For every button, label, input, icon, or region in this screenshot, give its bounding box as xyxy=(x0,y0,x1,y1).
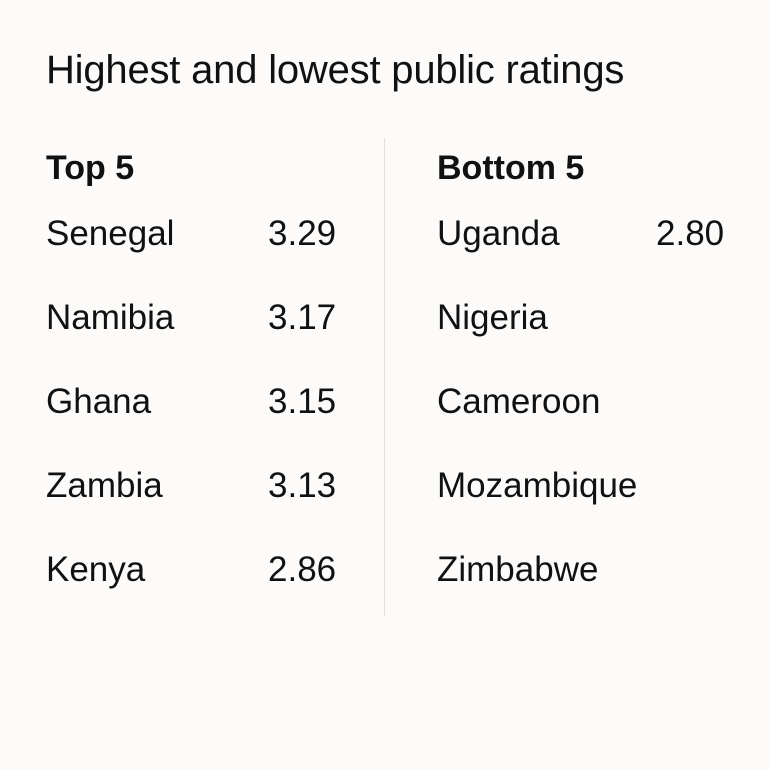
list-item: Cameroon xyxy=(437,382,757,482)
country-name: Namibia xyxy=(46,298,175,337)
list-item: Zambia 3.13 xyxy=(46,466,366,566)
page-title: Highest and lowest public ratings xyxy=(46,48,625,92)
top-5-header: Top 5 xyxy=(46,149,135,187)
list-item: Namibia 3.17 xyxy=(46,298,366,398)
rating-value: 3.29 xyxy=(268,214,337,253)
country-name: Senegal xyxy=(46,214,175,253)
list-item: Uganda 2.80 xyxy=(437,214,757,314)
rating-value: 2.80 xyxy=(656,214,725,253)
list-item: Zimbabwe xyxy=(437,550,757,650)
list-item: Kenya 2.86 xyxy=(46,550,366,650)
rating-value: 3.17 xyxy=(268,298,337,337)
list-item: Nigeria xyxy=(437,298,757,398)
country-name: Zambia xyxy=(46,466,163,505)
bottom-5-column: Bottom 5 Uganda 2.80 Nigeria Cameroon Mo… xyxy=(437,146,757,650)
country-name: Mozambique xyxy=(437,466,638,505)
country-name: Nigeria xyxy=(437,298,548,337)
country-name: Zimbabwe xyxy=(437,550,599,589)
top-5-column: Top 5 Senegal 3.29 Namibia 3.17 Ghana 3.… xyxy=(46,146,366,650)
rating-value: 2.86 xyxy=(268,550,337,589)
column-divider xyxy=(384,138,385,616)
list-item: Ghana 3.15 xyxy=(46,382,366,482)
rating-value: 3.15 xyxy=(268,382,337,421)
country-name: Ghana xyxy=(46,382,152,421)
rating-value: 3.13 xyxy=(268,466,337,505)
bottom-5-header: Bottom 5 xyxy=(437,149,585,187)
country-name: Kenya xyxy=(46,550,146,589)
list-item: Mozambique xyxy=(437,466,757,566)
list-item: Senegal 3.29 xyxy=(46,214,366,314)
country-name: Uganda xyxy=(437,214,560,253)
country-name: Cameroon xyxy=(437,382,601,421)
